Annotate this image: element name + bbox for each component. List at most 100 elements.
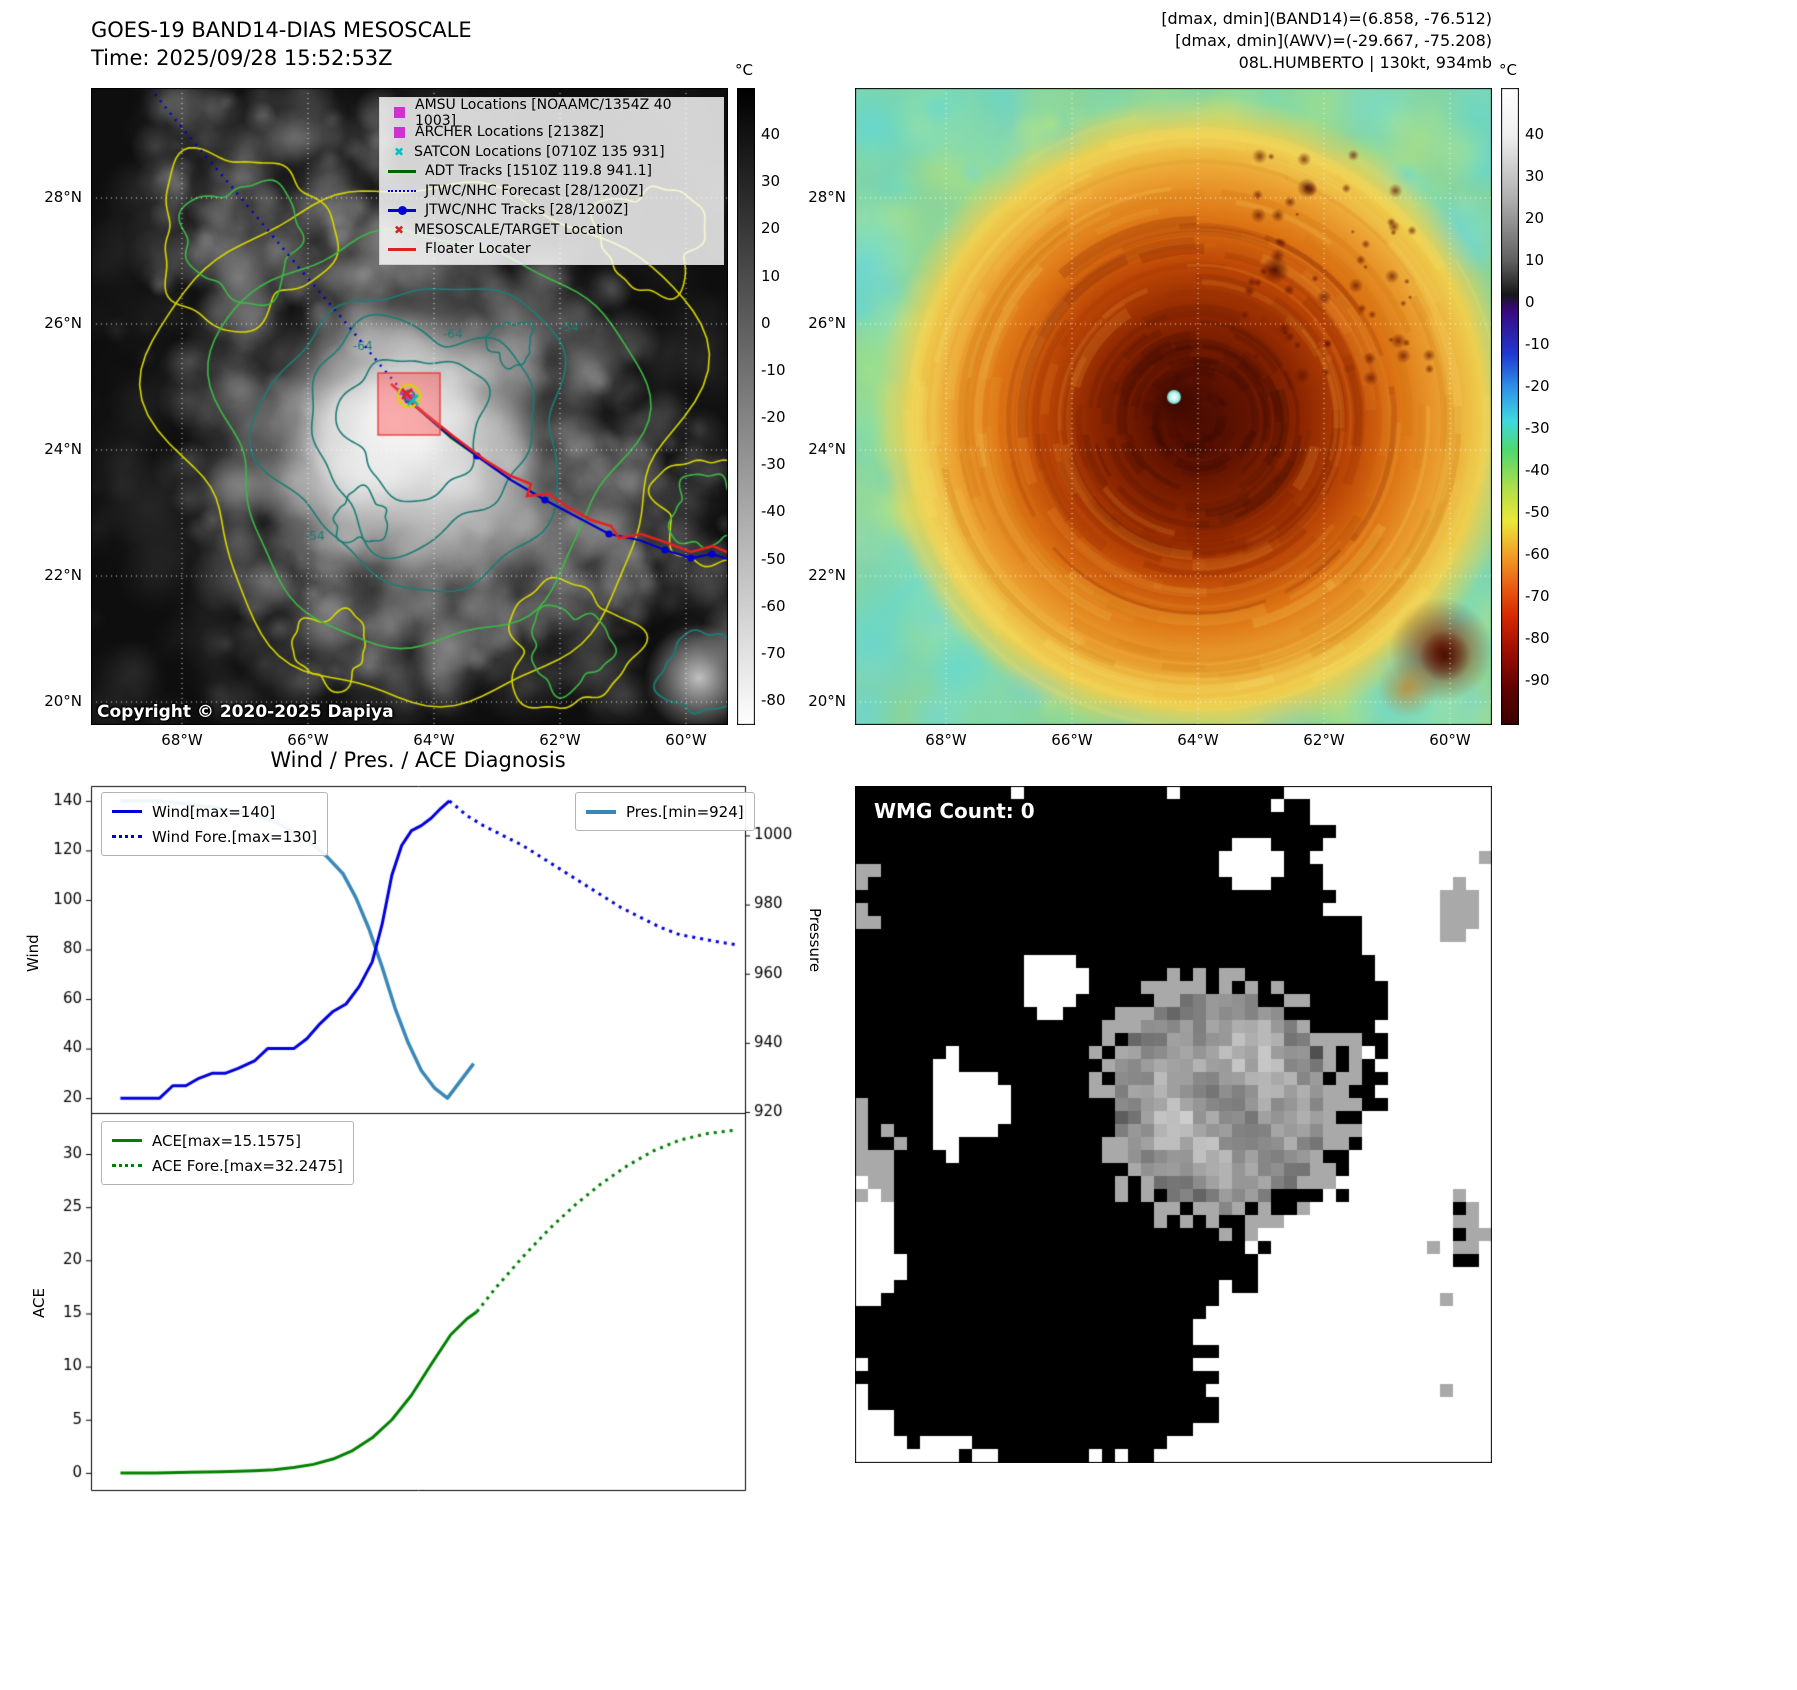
band14-time: Time: 2025/09/28 15:52:53Z xyxy=(91,46,393,70)
colorbar-right-tick: -50 xyxy=(1525,503,1550,521)
colorbar-right-tick: -40 xyxy=(1525,461,1550,479)
lon-tick-label: 64°W xyxy=(1177,731,1219,749)
lon-tick-label: 66°W xyxy=(1051,731,1093,749)
ace-legend-label: ACE[max=15.1575] xyxy=(152,1131,301,1150)
colorbar-left xyxy=(737,88,755,725)
lat-tick-label: 28°N xyxy=(44,188,82,206)
pres-solid-swatch xyxy=(586,809,616,814)
lat-tick-label: 26°N xyxy=(44,314,82,332)
legend-x-marker: ✖ xyxy=(393,144,405,159)
legend-line-marker xyxy=(388,247,416,251)
legend-dot xyxy=(398,205,407,215)
lat-tick-label: 20°N xyxy=(44,692,82,710)
legend-item-label: MESOSCALE/TARGET Location xyxy=(414,221,624,238)
legend-item: AMSU Locations [NOAAMC/1354Z 40 1003] xyxy=(388,97,715,129)
colorbar-left-tick: -30 xyxy=(761,455,786,474)
lat-tick-label: 22°N xyxy=(44,566,82,584)
colorbar-left-tick: -50 xyxy=(761,549,786,568)
legend-item: Floater Locater xyxy=(388,240,715,260)
ace-legend: ACE[max=15.1575] ACE Fore.[max=32.2475] xyxy=(101,1121,354,1185)
legend-item: ✖ SATCON Locations [0710Z 135 931] xyxy=(388,142,715,162)
wind-axis-label: Wind xyxy=(24,934,42,972)
colorbar-left-tick: 20 xyxy=(761,219,781,238)
lon-tick-label: 62°W xyxy=(539,731,581,749)
copyright-label: Copyright © 2020-2025 Dapiya xyxy=(97,702,394,722)
legend-item: ARCHER Locations [2138Z] xyxy=(388,123,715,143)
ace-legend-item: ACE[max=15.1575] xyxy=(112,1128,343,1153)
lat-tick-label: 26°N xyxy=(808,314,846,332)
colorbar-right-tick: -30 xyxy=(1525,419,1550,437)
pres-legend-label: Pres.[min=924] xyxy=(626,802,744,821)
diagnosis-title: Wind / Pres. / ACE Diagnosis xyxy=(270,748,566,772)
colorbar-left-tick: -10 xyxy=(761,360,786,379)
wind-legend-label: Wind[max=140] xyxy=(152,802,276,821)
ace-dotted-swatch xyxy=(112,1164,142,1167)
legend-item: ADT Tracks [1510Z 119.8 941.1] xyxy=(388,162,715,182)
colorbar-right-tick: -20 xyxy=(1525,377,1550,395)
colorbar-left-unit: °C xyxy=(735,61,753,79)
legend-line-dot-marker xyxy=(388,205,416,215)
legend-item-label: JTWC/NHC Tracks [28/1200Z] xyxy=(425,202,629,219)
ace-axis-label: ACE xyxy=(30,1288,48,1318)
colorbar-left-tick: -80 xyxy=(761,691,786,709)
legend-item-label: ADT Tracks [1510Z 119.8 941.1] xyxy=(425,163,652,180)
colorbar-left-tick: -40 xyxy=(761,502,786,521)
band14-title-block: GOES-19 BAND14-DIAS MESOSCALE Time: 2025… xyxy=(91,16,472,72)
wind-legend-item: Wind[max=140] xyxy=(112,799,317,824)
colorbar-left-tick: -70 xyxy=(761,643,786,662)
wind-fore-legend-label: Wind Fore.[max=130] xyxy=(152,827,318,846)
legend-square-marker xyxy=(394,126,405,138)
legend-item: JTWC/NHC Tracks [28/1200Z] xyxy=(388,201,715,221)
lat-tick-label: 22°N xyxy=(808,566,846,584)
pres-legend: Pres.[min=924] xyxy=(575,792,755,831)
wmg-image xyxy=(855,786,1492,1463)
legend-dotted-line-marker xyxy=(388,189,416,192)
colorbar-right-tick: -60 xyxy=(1525,545,1550,563)
colorbar-right-tick: 40 xyxy=(1525,125,1545,143)
awv-header-awv-range: [dmax, dmin](AWV)=(-29.667, -75.208) xyxy=(1175,31,1492,50)
lon-tick-label: 68°W xyxy=(925,731,967,749)
lon-tick-label: 68°W xyxy=(161,731,203,749)
colorbar-left-tick: -60 xyxy=(761,596,786,615)
awv-header: [dmax, dmin](BAND14)=(6.858, -76.512) [d… xyxy=(950,8,1492,74)
lon-tick-label: 64°W xyxy=(413,731,455,749)
colorbar-right-tick: -90 xyxy=(1525,671,1550,689)
wind-dotted-swatch xyxy=(112,835,142,838)
lat-tick-label: 20°N xyxy=(808,692,846,710)
legend-square-marker xyxy=(394,107,405,119)
colorbar-left-tick: 10 xyxy=(761,266,781,285)
wind-fore-legend-item: Wind Fore.[max=130] xyxy=(112,824,317,849)
colorbar-right-tick: 0 xyxy=(1525,293,1535,311)
colorbar-right-tick: 10 xyxy=(1525,251,1545,269)
colorbar-right-tick: -70 xyxy=(1525,587,1550,605)
colorbar-right-tick: 20 xyxy=(1525,209,1545,227)
lat-tick-label: 24°N xyxy=(808,440,846,458)
colorbar-left-tick: 0 xyxy=(761,313,771,332)
lon-tick-label: 66°W xyxy=(287,731,329,749)
legend-item-label: AMSU Locations [NOAAMC/1354Z 40 1003] xyxy=(415,96,672,129)
band14-title: GOES-19 BAND14-DIAS MESOSCALE xyxy=(91,18,472,42)
legend-item-label: JTWC/NHC Forecast [28/1200Z] xyxy=(425,182,644,199)
pressure-axis-label: Pressure xyxy=(806,908,824,973)
colorbar-right-unit: °C xyxy=(1499,61,1517,79)
wmg-count-label: WMG Count: 0 xyxy=(874,799,1035,823)
colorbar-right-tick: 30 xyxy=(1525,167,1545,185)
ace-fore-legend-label: ACE Fore.[max=32.2475] xyxy=(152,1156,343,1175)
lat-tick-label: 28°N xyxy=(808,188,846,206)
legend-item-label: SATCON Locations [0710Z 135 931] xyxy=(414,143,665,160)
ace-solid-swatch xyxy=(112,1139,142,1142)
legend-x-marker: ✖ xyxy=(393,222,405,237)
awv-header-storm-info: 08L.HUMBERTO | 130kt, 934mb xyxy=(1238,53,1492,72)
lon-tick-label: 62°W xyxy=(1303,731,1345,749)
legend-item-label: Floater Locater xyxy=(425,241,531,258)
pres-legend-item: Pres.[min=924] xyxy=(586,799,744,824)
lat-tick-label: 24°N xyxy=(44,440,82,458)
wind-solid-swatch xyxy=(112,810,142,813)
colorbar-left-tick: -20 xyxy=(761,408,786,426)
colorbar-left-tick: 40 xyxy=(761,125,781,143)
colorbar-right-tick: -80 xyxy=(1525,629,1550,647)
band14-legend: AMSU Locations [NOAAMC/1354Z 40 1003] ARC… xyxy=(379,97,724,265)
awv-satellite-image xyxy=(855,88,1492,725)
legend-item: JTWC/NHC Forecast [28/1200Z] xyxy=(388,181,715,201)
